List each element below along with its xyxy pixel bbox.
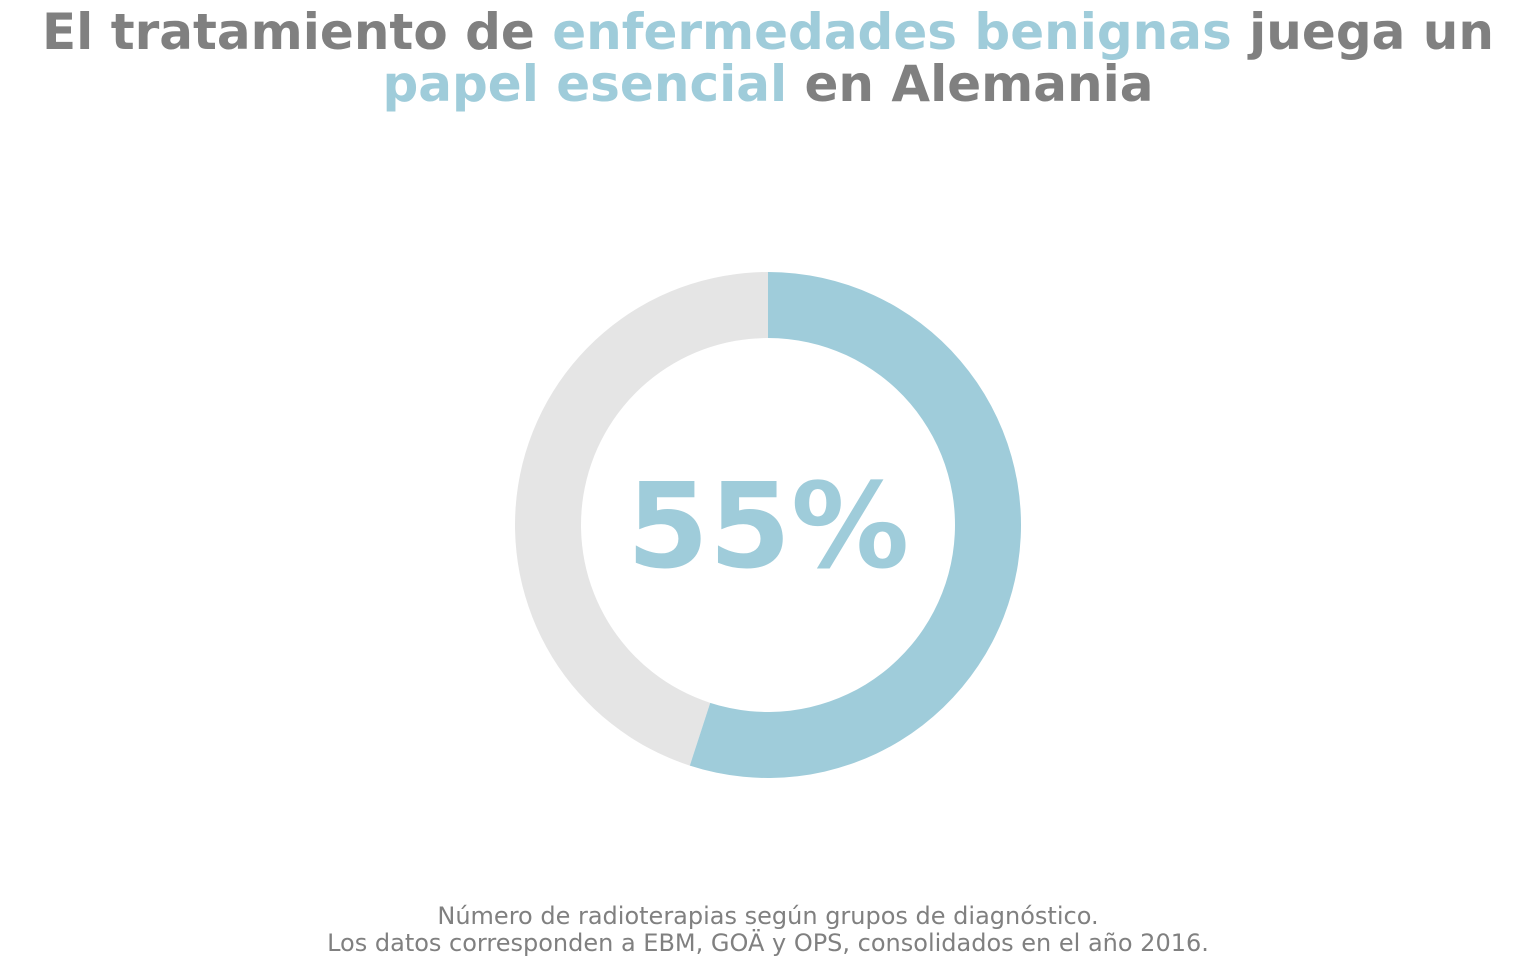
donut-slice-value <box>689 272 1022 779</box>
title-text: juega un <box>1231 3 1494 61</box>
title-text: El tratamiento de <box>42 3 553 61</box>
chart-title: El tratamiento de enfermedades benignas … <box>0 6 1536 110</box>
donut-slice-remainder <box>515 272 768 766</box>
caption-line-1: Número de radioterapias según grupos de … <box>437 902 1099 930</box>
title-highlight: enfermedades benignas <box>552 3 1232 61</box>
title-text: en Alemania <box>787 55 1154 113</box>
caption-line-2: Los datos corresponden a EBM, GOÄ y OPS,… <box>327 929 1209 957</box>
title-highlight: papel esencial <box>382 55 788 113</box>
chart-caption: Número de radioterapias según grupos de … <box>0 903 1536 957</box>
title-line-2: papel esencial en Alemania <box>0 58 1536 110</box>
center-percentage-label: 55% <box>627 457 909 595</box>
title-line-1: El tratamiento de enfermedades benignas … <box>0 6 1536 58</box>
